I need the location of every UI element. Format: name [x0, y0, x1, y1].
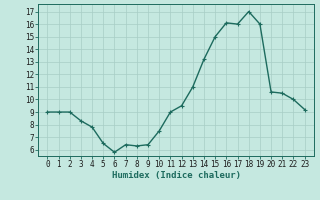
X-axis label: Humidex (Indice chaleur): Humidex (Indice chaleur)	[111, 171, 241, 180]
